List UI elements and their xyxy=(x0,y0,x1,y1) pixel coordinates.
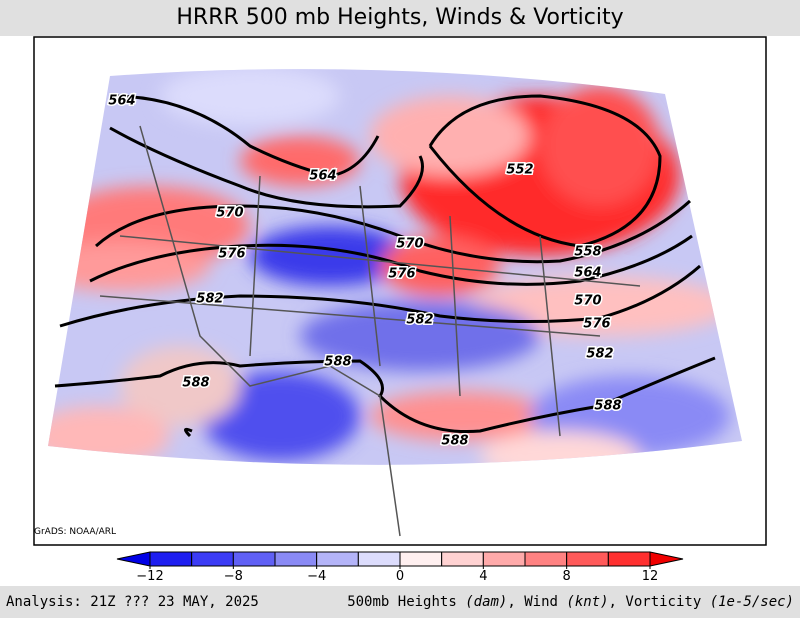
colorbar-end xyxy=(116,551,151,567)
contour-label: 588 xyxy=(594,399,621,414)
colorbar-bin xyxy=(191,551,234,567)
contour-label: 576 xyxy=(388,267,415,282)
analysis-time: Analysis: 21Z ??? 23 MAY, 2025 xyxy=(6,594,259,610)
colorbar-bin xyxy=(524,551,568,567)
colorbar-tick-label: 4 xyxy=(479,569,487,584)
vorticity-field xyxy=(48,69,742,465)
state-borders xyxy=(99,125,641,537)
footer: Analysis: 21Z ??? 23 MAY, 2025 500mb Hei… xyxy=(0,586,800,618)
legend-description-part: (knt) xyxy=(566,594,609,610)
colorbar-bin xyxy=(607,551,651,567)
colorbar-tick-label: 8 xyxy=(563,569,571,584)
contour-label: 558 xyxy=(574,245,601,260)
colorbar-tick-label: −8 xyxy=(224,569,243,584)
legend-description-part: , Wind xyxy=(507,594,567,610)
colorbar-bin xyxy=(357,551,401,567)
credit: GrADS: NOAA/ARL xyxy=(34,527,116,537)
contour-label: 582 xyxy=(586,347,613,362)
legend-description-part: 500mb Heights xyxy=(347,594,466,610)
colorbar: −12 −8 −4 0 4 8 12 xyxy=(116,551,684,584)
colorbar-bin xyxy=(441,551,484,567)
title: HRRR 500 mb Heights, Winds & Vorticity xyxy=(0,0,800,36)
colorbar-bin xyxy=(482,551,526,567)
colorbar-bin xyxy=(232,551,276,567)
contour-label: 588 xyxy=(441,434,468,449)
colorbar-bin xyxy=(399,551,443,567)
legend-description: 500mb Heights (dam), Wind (knt), Vortici… xyxy=(347,586,794,618)
contour-label: 564 xyxy=(309,169,336,184)
legend-description-part: (1e-5/sec) xyxy=(709,594,794,610)
contour-label: 570 xyxy=(574,294,601,309)
contour-label: 564 xyxy=(108,94,135,109)
contour-label: 570 xyxy=(396,237,423,252)
contour-label: 582 xyxy=(196,292,223,307)
contour-label: 576 xyxy=(218,247,245,262)
contour-label: 570 xyxy=(216,206,243,221)
contour-labels: 564 564 552 570 570 576 576 582 582 588 588 588 588 5… xyxy=(107,92,623,450)
colorbar-tick-label: 0 xyxy=(396,569,404,584)
contour-label: 588 xyxy=(182,376,209,391)
colorbar-bin xyxy=(316,551,359,567)
colorbar-end xyxy=(649,551,684,567)
colorbar-bin xyxy=(274,551,318,567)
colorbar-tick-label: −4 xyxy=(307,569,326,584)
legend-description-part: (dam) xyxy=(465,594,508,610)
colorbar-bin xyxy=(566,551,609,567)
map: GrADS: NOAA/ARL 564 564 552 570 570 576 576 582… xyxy=(33,36,767,584)
contour-label: 588 xyxy=(324,355,351,370)
colorbar-bin xyxy=(149,551,193,567)
contour-label: 564 xyxy=(574,266,601,281)
colorbar-tick-label: 12 xyxy=(642,569,659,584)
colorbar-tick-label: −12 xyxy=(136,569,163,584)
legend-description-part: , Vorticity xyxy=(608,594,710,610)
contour-label: 582 xyxy=(406,313,433,328)
contour-label: 552 xyxy=(506,163,533,178)
contour-label: 576 xyxy=(583,317,610,332)
